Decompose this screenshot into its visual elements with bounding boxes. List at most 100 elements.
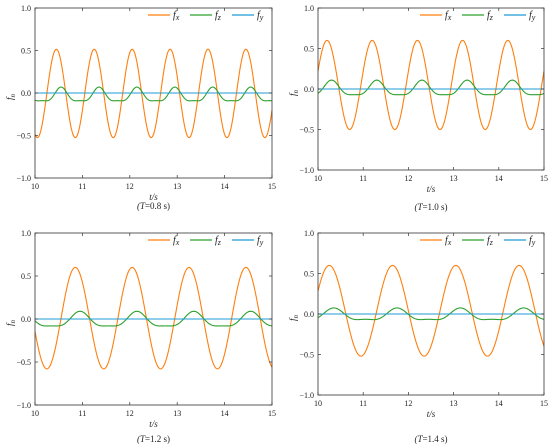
legend-label-fy: fy — [529, 235, 536, 247]
x-tick-label: 15 — [540, 399, 548, 408]
y-axis-label: fn — [288, 314, 300, 321]
legend-label-main: f — [445, 10, 449, 21]
x-tick-label: 14 — [221, 409, 229, 418]
panel-caption-value: =1.4 s) — [422, 434, 447, 444]
x-tick-label: 11 — [79, 182, 87, 191]
legend-label-sub: z — [489, 13, 494, 22]
y-axis-label-sub: n — [292, 89, 300, 93]
x-axis-label: t/s — [427, 184, 436, 194]
y-tick-label: −0.5 — [16, 358, 31, 367]
x-tick-label: 11 — [359, 399, 367, 408]
x-tick-label: 14 — [495, 174, 503, 183]
x-tick-label: 15 — [268, 409, 276, 418]
x-axis-label: t/s — [149, 419, 158, 429]
y-tick-label: −0.5 — [299, 126, 314, 135]
legend-label-sub: y — [531, 238, 536, 247]
panel-caption-prefix: (T — [137, 201, 146, 211]
y-tick-label: 0.5 — [304, 45, 314, 54]
x-tick-label: 11 — [79, 409, 87, 418]
y-axis-label-main: f — [5, 96, 15, 100]
panel-caption: (T=1.2 s) — [137, 434, 170, 444]
y-axis-label: fn — [288, 89, 300, 96]
y-tick-label: 0.0 — [304, 310, 314, 319]
series-line-fx — [35, 266, 272, 370]
legend-label-sub: y — [259, 13, 264, 22]
legend-label-main: f — [487, 235, 491, 246]
legend-label-sub: z — [217, 238, 222, 247]
legend-label-main: f — [257, 10, 261, 21]
y-axis-label-sub: n — [9, 93, 17, 97]
y-tick-label: 0.0 — [21, 89, 31, 98]
legend-label-fy: fy — [257, 10, 264, 22]
panel-caption-prefix: (T — [137, 434, 146, 444]
legend-label-main: f — [215, 10, 219, 21]
y-tick-label: −1.0 — [299, 166, 314, 175]
legend-label-main: f — [529, 235, 533, 246]
y-axis-label-main: f — [288, 317, 298, 321]
legend-label-fy: fy — [529, 10, 536, 22]
legend-label-sub: x — [447, 238, 452, 247]
legend-label-main: f — [173, 235, 177, 246]
chart-panel: 10 11 12 13 14 15−1.0−0.50.00.51.0fnt/s(T=0.8… — [5, 4, 276, 211]
y-tick-label: −0.5 — [16, 132, 31, 141]
legend-label-main: f — [215, 235, 219, 246]
x-tick-label: 14 — [221, 182, 229, 191]
series-line-fx — [35, 48, 272, 139]
legend-label-main: f — [487, 10, 491, 21]
x-tick-label: 12 — [404, 174, 412, 183]
y-axis-label-main: f — [288, 92, 298, 96]
x-tick-label: 10 — [31, 182, 39, 191]
y-axis-label-sub: n — [292, 314, 300, 318]
y-tick-label: 0.5 — [304, 270, 314, 279]
y-tick-label: −1.0 — [16, 401, 31, 410]
x-axis-label: t/s — [427, 409, 436, 419]
panel-caption-prefix: (T — [414, 434, 423, 444]
x-tick-label: 12 — [126, 182, 134, 191]
y-tick-label: 1.0 — [21, 4, 31, 13]
panel-caption: (T=1.4 s) — [414, 434, 447, 444]
panel-caption-prefix: (T — [414, 202, 423, 212]
legend-label-fz: fz — [215, 235, 222, 247]
chart-panel: 10 11 12 13 14 15−1.0−0.50.00.51.0fnt/s(T=1.0… — [288, 4, 548, 212]
legend: fx fz fy — [148, 10, 264, 22]
x-tick-label: 14 — [495, 399, 503, 408]
x-tick-label: 15 — [540, 174, 548, 183]
series-line-fx — [318, 264, 544, 357]
y-axis-label: fn — [5, 93, 17, 100]
x-tick-label: 12 — [126, 409, 134, 418]
legend-label-sub: y — [259, 238, 264, 247]
x-axis-label: t/s — [149, 192, 158, 202]
y-tick-label: 0.0 — [304, 85, 314, 94]
legend-label-main: f — [529, 10, 533, 21]
x-tick-label: 15 — [268, 182, 276, 191]
x-tick-label: 13 — [173, 182, 181, 191]
legend: fx fz fy — [148, 235, 264, 247]
x-tick-label: 12 — [404, 399, 412, 408]
series-line-fz — [35, 310, 272, 327]
y-tick-label: 1.0 — [304, 229, 314, 238]
x-tick-label: 13 — [450, 399, 458, 408]
x-tick-label: 10 — [314, 174, 322, 183]
legend-label-fy: fy — [257, 235, 264, 247]
legend-label-fx: fx — [445, 235, 452, 247]
legend-label-sub: y — [531, 13, 536, 22]
chart-panel: 10 11 12 13 14 15−1.0−0.50.00.51.0fnt/s(T=1.4… — [288, 229, 548, 444]
y-tick-label: 0.0 — [21, 315, 31, 324]
series-line-fz — [35, 86, 272, 102]
panel-caption-value: =0.8 s) — [145, 201, 170, 211]
y-tick-label: −1.0 — [16, 174, 31, 183]
y-tick-label: 1.0 — [21, 229, 31, 238]
legend-label-main: f — [445, 235, 449, 246]
panel-caption-value: =1.2 s) — [145, 434, 170, 444]
y-tick-label: 0.5 — [21, 47, 31, 56]
x-tick-label: 10 — [314, 399, 322, 408]
y-tick-label: −0.5 — [299, 351, 314, 360]
y-tick-label: −1.0 — [299, 391, 314, 400]
legend-label-fx: fx — [445, 10, 452, 22]
legend-label-fx: fx — [173, 235, 180, 247]
x-tick-label: 11 — [359, 174, 367, 183]
chart-panel: 10 11 12 13 14 15−1.0−0.50.00.51.0fnt/s(T=1.2… — [5, 229, 276, 444]
panel-caption: (T=0.8 s) — [137, 201, 170, 211]
panel-caption-value: =1.0 s) — [422, 202, 447, 212]
